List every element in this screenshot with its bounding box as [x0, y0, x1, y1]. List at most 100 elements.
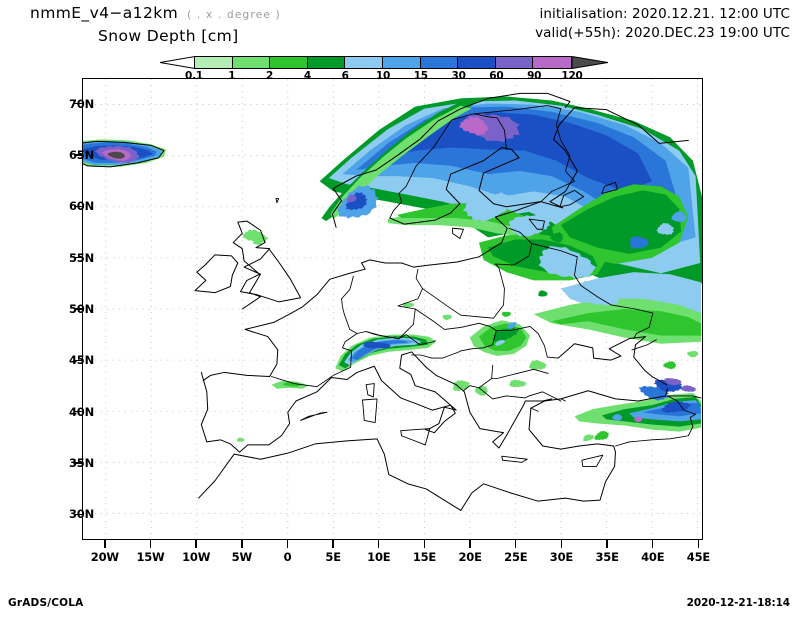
x-axis-label-30E: 30E — [549, 550, 574, 564]
x-axis-tick — [606, 540, 608, 548]
border-poland — [422, 263, 505, 319]
y-axis-tick — [74, 410, 82, 413]
border-norway-sweden — [389, 113, 475, 219]
model-identifier-line: nmmE_v4−a12km ( . x . degree ) — [0, 4, 420, 22]
x-axis-tick — [378, 540, 380, 548]
border-sweden-finland — [474, 113, 508, 150]
validity-line: valid(+55h): 2020.DEC.23 19:00 UTC — [430, 24, 790, 43]
border-bulgaria-romania — [491, 364, 549, 379]
colorbar-band-3 — [307, 57, 346, 68]
x-axis-label-0: 0 — [283, 550, 292, 564]
y-axis-tick — [74, 205, 82, 208]
snow-alps-6to10 — [344, 337, 422, 366]
colorbar-tick-6: 6 — [341, 70, 349, 82]
map-canvas — [83, 79, 702, 539]
snow-anatolia-blue-spot — [611, 413, 623, 421]
y-axis-label-70N: 70N — [68, 96, 94, 111]
x-axis-label-15E: 15E — [412, 550, 437, 564]
coastline-north-africa-levant-anatolia — [198, 388, 668, 511]
colorbar-band-2 — [270, 57, 308, 68]
border-greece-north — [478, 387, 530, 400]
x-axis-tick — [332, 540, 334, 548]
x-axis-tick — [241, 540, 243, 548]
border-belarus-ukraine-russia — [531, 243, 654, 340]
x-axis-label-15W: 15W — [136, 550, 165, 564]
island-sicily — [400, 428, 431, 446]
x-axis-tick — [652, 540, 654, 548]
border-spain-france — [270, 376, 318, 388]
colorbar-band-1 — [232, 57, 271, 68]
snow-patch-gulf-of-finland — [462, 192, 514, 222]
colorbar-over-cap-icon — [572, 56, 608, 69]
validity-time: 19:00 UTC — [719, 25, 790, 41]
sea-of-azov-detail — [631, 339, 657, 351]
colorbar-band-8 — [495, 57, 534, 68]
colorbar-under-cap-icon — [160, 56, 195, 69]
snow-scotland-green — [242, 229, 269, 243]
snow-dobrogea-green — [528, 359, 547, 370]
snow-anatolia-purple-spot — [633, 416, 643, 423]
colorbar-tick-4: 4 — [303, 70, 311, 82]
y-axis-tick — [74, 154, 82, 156]
snow-spot-kuban — [662, 361, 677, 370]
border-finland-russia — [540, 108, 575, 203]
y-axis-label-35N: 35N — [68, 456, 94, 470]
x-axis-label-5E: 5E — [325, 550, 341, 564]
y-axis-label-45N: 45N — [68, 353, 94, 368]
island-cyprus — [581, 454, 604, 467]
x-axis-label-45E: 45E — [686, 550, 711, 564]
snow-islet-north-plain — [656, 222, 675, 235]
y-axis-label-60N: 60N — [68, 199, 94, 214]
snow-region-ukraine-green-2 — [551, 309, 702, 336]
snow-taurus-green-2 — [582, 434, 595, 442]
x-axis-tick — [149, 540, 152, 548]
x-axis-label-20E: 20E — [458, 550, 482, 564]
island-gotland — [452, 227, 464, 239]
model-grid-spec: ( . x . degree ) — [187, 9, 281, 21]
island-balearics — [300, 411, 328, 421]
snow-islet-pskov — [549, 232, 564, 243]
snow-caucasus-east-60to90 — [680, 385, 697, 392]
lake-onega — [601, 181, 618, 194]
snow-carpathians-blue-spot — [495, 339, 506, 346]
snow-dinaric-green — [452, 380, 470, 392]
colorbar-strip — [194, 56, 572, 69]
island-crete — [501, 455, 528, 463]
snow-region-karelia-green-dark — [560, 190, 682, 254]
island-sardinia — [362, 398, 378, 423]
border-france-germany-benelux — [341, 275, 358, 334]
border-norway-finland — [474, 105, 562, 115]
snow-spot-sudetes — [442, 314, 453, 321]
producer-credit: GrADS/COLA — [8, 597, 84, 609]
snow-patch-south-norway-60to90 — [346, 194, 357, 203]
colorbar-band-4 — [345, 57, 383, 68]
x-axis-tick — [560, 540, 563, 548]
border-baltic-states — [494, 227, 533, 266]
lake-peipus — [528, 218, 545, 230]
coastline-norway — [331, 92, 571, 228]
snow-carpathians-blue-spot-2 — [507, 321, 517, 329]
y-axis-tick — [74, 102, 82, 105]
header-right-block: initialisation: 2020.12.21. 12:00 UTC va… — [430, 5, 800, 43]
x-axis-label-20W: 20W — [90, 550, 119, 564]
coastline-north-sea-baltic-white-sea — [202, 107, 689, 382]
snow-islet-vologda — [671, 210, 688, 223]
colorbar-band-5 — [382, 57, 421, 68]
initialisation-time: 12:00 UTC — [719, 6, 790, 22]
snow-taurus-green — [593, 430, 610, 441]
snow-spot-polesia — [538, 290, 548, 297]
x-axis-tick — [423, 540, 426, 548]
snow-spot-lviv — [501, 311, 512, 318]
model-name: nmmE_v4−a12km — [30, 4, 179, 22]
border-anatolia-n — [560, 398, 566, 402]
border-balkans-north — [411, 330, 497, 359]
coastline-sweden-finland — [389, 147, 542, 225]
y-axis-label-55N: 55N — [68, 250, 94, 265]
x-axis-tick — [195, 540, 197, 548]
coastline-iceland — [83, 140, 165, 168]
coastline-crimea-azov — [557, 336, 668, 386]
x-axis-label-10E: 10E — [367, 550, 391, 564]
header-left-block: nmmE_v4−a12km ( . x . degree ) Snow Depth… — [0, 4, 420, 45]
snow-alps-core-30to60 — [362, 341, 391, 349]
y-axis-tick — [74, 359, 82, 362]
